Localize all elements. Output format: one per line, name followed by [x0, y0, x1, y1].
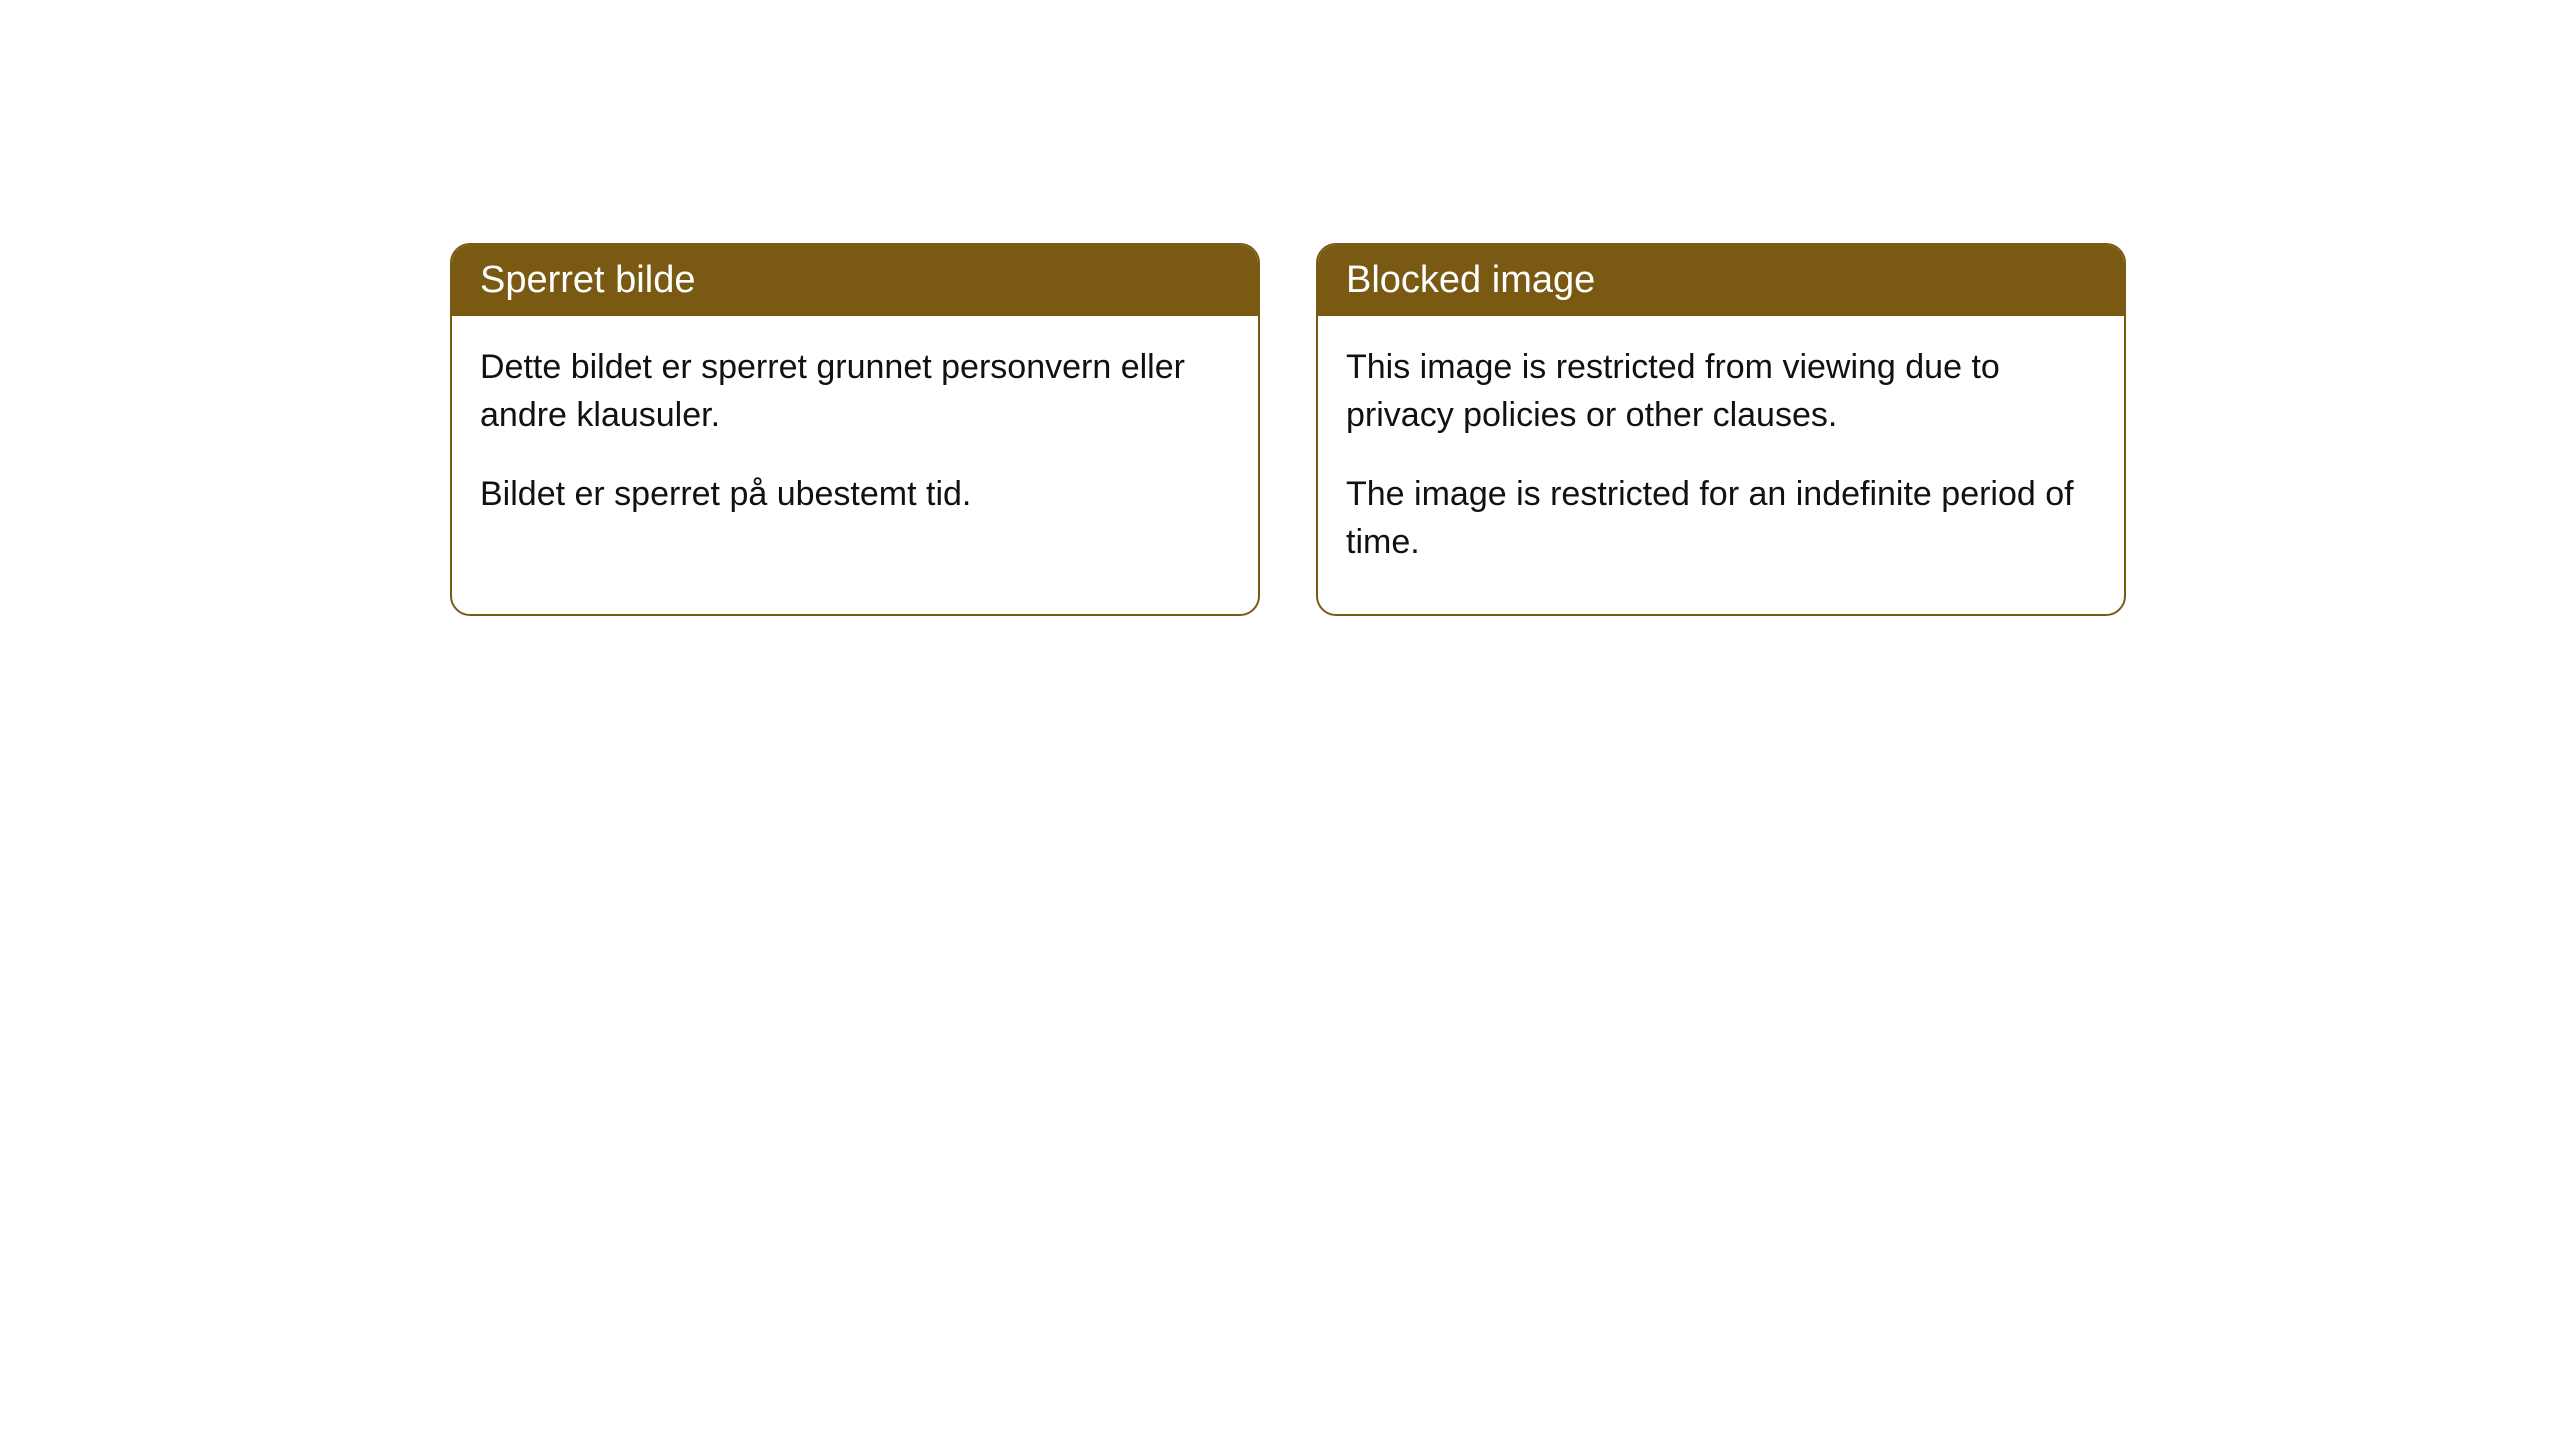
cards-container: Sperret bilde Dette bildet er sperret gr…	[450, 243, 2126, 616]
card-norwegian: Sperret bilde Dette bildet er sperret gr…	[450, 243, 1260, 616]
card-english: Blocked image This image is restricted f…	[1316, 243, 2126, 616]
card-body-norwegian: Dette bildet er sperret grunnet personve…	[452, 316, 1258, 567]
card-header-norwegian: Sperret bilde	[452, 245, 1258, 316]
card-header-english: Blocked image	[1318, 245, 2124, 316]
card-paragraph: This image is restricted from viewing du…	[1346, 344, 2096, 439]
card-paragraph: Bildet er sperret på ubestemt tid.	[480, 471, 1230, 519]
card-title-english: Blocked image	[1346, 259, 1595, 301]
card-body-english: This image is restricted from viewing du…	[1318, 316, 2124, 614]
card-paragraph: The image is restricted for an indefinit…	[1346, 471, 2096, 566]
card-title-norwegian: Sperret bilde	[480, 259, 695, 301]
card-paragraph: Dette bildet er sperret grunnet personve…	[480, 344, 1230, 439]
